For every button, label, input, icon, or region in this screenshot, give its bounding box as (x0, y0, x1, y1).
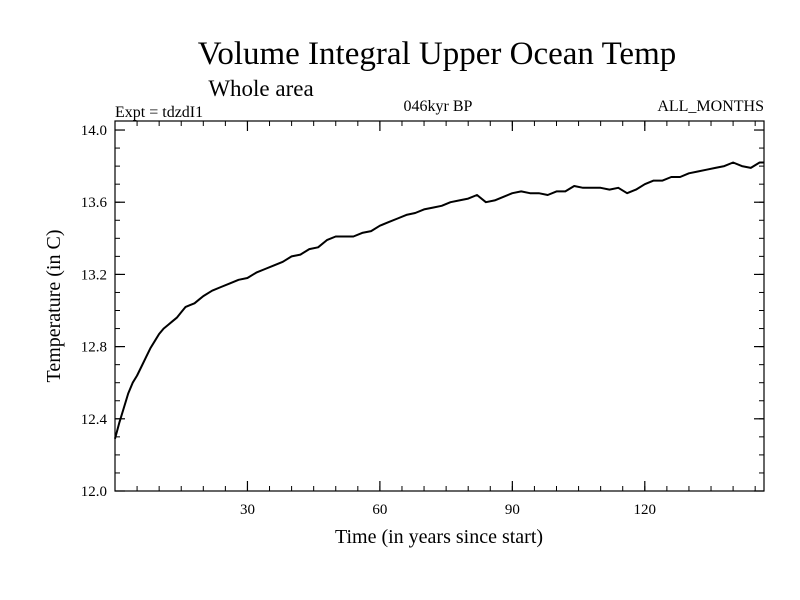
major-ticks (115, 121, 764, 492)
series-layer (114, 161, 764, 439)
chart-title: Volume Integral Upper Ocean Temp (198, 36, 676, 72)
y-tick-label: 12.8 (81, 340, 107, 356)
period-label: 046kyr BP (404, 98, 473, 115)
series-line-temperature (114, 161, 764, 439)
y-tick-label: 12.4 (81, 412, 108, 428)
minor-ticks (115, 121, 764, 491)
y-tick-label: 13.6 (81, 195, 108, 211)
x-tick-label: 30 (240, 502, 255, 518)
tick-labels: 30 60 90 120 12.0 12.4 12.8 13.2 13.6 14.0 (81, 123, 656, 518)
experiment-label: Expt = tdzdI1 (115, 104, 203, 121)
chart-subtitle: Whole area (208, 76, 313, 101)
y-axis-label: Temperature (in C) (43, 230, 65, 383)
x-tick-label: 90 (505, 502, 520, 518)
y-tick-label: 13.2 (81, 267, 107, 283)
x-tick-label: 120 (634, 502, 657, 518)
y-tick-label: 12.0 (81, 484, 107, 500)
x-tick-label: 60 (372, 502, 387, 518)
months-label: ALL_MONTHS (657, 98, 764, 115)
y-tick-label: 14.0 (81, 123, 107, 139)
x-axis-label: Time (in years since start) (335, 526, 543, 548)
plot-frame (114, 120, 765, 492)
